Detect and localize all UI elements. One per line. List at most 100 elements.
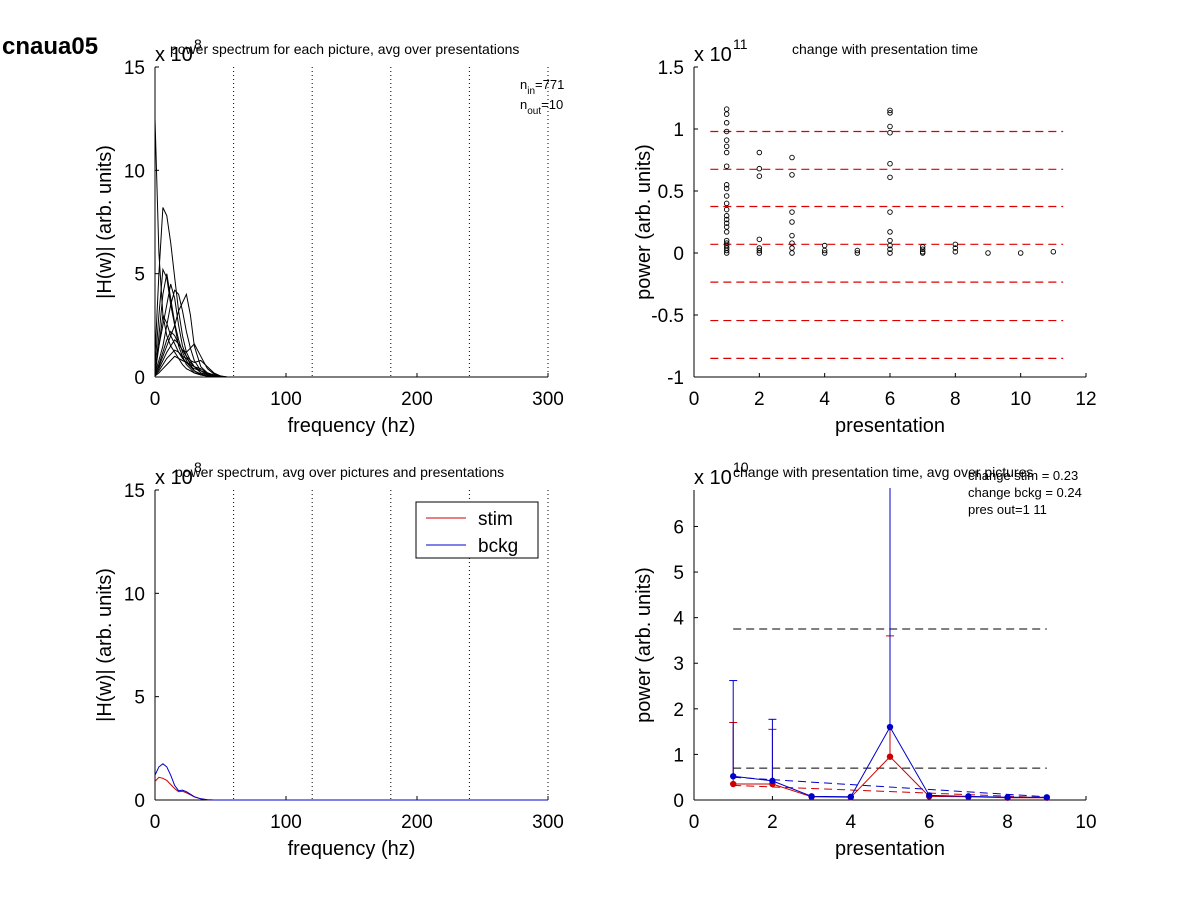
panel-p2: 0 2 4 6 8 10 12 -1 -0.5 0 0.5 1 1.5 presentation power… (633, 36, 1097, 437)
x-tick-label: 0 (689, 812, 700, 833)
scatter-point (723, 213, 730, 219)
y-axis-label: power (arb. units) (633, 144, 655, 300)
bckg-marker (730, 773, 737, 780)
x-axis-label: presentation (835, 838, 945, 860)
n-out-value: =10 (541, 97, 563, 112)
x-tick-label: 2 (754, 389, 765, 410)
scatter-point (723, 163, 730, 169)
x-tick-label: 8 (950, 389, 961, 410)
spectrum-line (155, 330, 548, 378)
spectrum-line (155, 313, 548, 378)
bckg-marker (1004, 794, 1011, 801)
panel-p3: 0 100 200 300 0 5 10 15 frequency (hz) |H(w)| (ar… (94, 459, 564, 860)
n-in-value: =771 (535, 77, 564, 92)
y-multiplier-base: x 10 (155, 467, 193, 489)
scatter-point (723, 216, 730, 223)
scatter-point (887, 107, 893, 114)
y-tick-label: 10 (124, 584, 145, 605)
scatter-point (723, 185, 730, 192)
panel-title: change with presentation time, avg over … (733, 464, 1033, 480)
y-axis-label: |H(w)| (arb. units) (94, 568, 116, 722)
scatter-point (952, 249, 959, 255)
scatter-point (887, 160, 893, 167)
spectrum-line (155, 273, 548, 378)
scatter-point (723, 149, 730, 156)
spectrum-line (155, 338, 548, 378)
scatter-point (723, 229, 730, 235)
scatter-point (789, 209, 795, 215)
scatter-point (887, 123, 893, 130)
scatter-point (723, 111, 730, 117)
plot-area (710, 106, 1064, 359)
scatter-point (756, 149, 763, 156)
y-tick-label: 4 (673, 609, 684, 630)
legend-label-bckg: bckg (478, 536, 518, 557)
y-tick-label: 5 (673, 563, 684, 584)
y-tick-label: -0.5 (651, 306, 684, 327)
y-axis-label: power (arb. units) (633, 567, 655, 723)
scatter-point (887, 209, 893, 215)
scatter-point (723, 247, 730, 254)
bckg-line (155, 763, 548, 801)
scatter-point (789, 245, 795, 251)
plot-area (729, 488, 1051, 801)
stim-marker (730, 780, 737, 788)
scatter-point (723, 120, 730, 126)
x-axis-label: frequency (hz) (288, 415, 416, 437)
x-axis-label: presentation (835, 415, 945, 437)
bckg-marker (926, 792, 933, 799)
bckg-marker (1043, 794, 1051, 801)
x-tick-label: 300 (532, 389, 564, 410)
scatter-point (887, 174, 893, 181)
spectrum-line (155, 118, 548, 378)
scatter-point (723, 250, 730, 256)
x-tick-label: 10 (1010, 389, 1031, 410)
y-multiplier-base: x 10 (694, 44, 732, 66)
n-in-annotation: nin=771 (520, 77, 564, 97)
y-tick-label: 0 (134, 791, 145, 812)
x-axis-label: frequency (hz) (288, 838, 416, 860)
y-tick-label: 5 (134, 265, 145, 286)
scatter-point (756, 165, 763, 172)
bckg-marker (886, 723, 894, 731)
y-tick-label: 1 (673, 120, 684, 141)
scatter-point (789, 154, 795, 161)
x-tick-label: 10 (1075, 812, 1096, 833)
scatter-point (985, 250, 991, 256)
spectrum-line (155, 292, 548, 378)
spectrum-line (155, 355, 548, 378)
y-tick-label: 1 (673, 745, 684, 766)
scatter-point (756, 247, 763, 254)
x-tick-label: 100 (270, 389, 302, 410)
y-tick-label: 6 (673, 517, 684, 538)
x-tick-label: 6 (885, 389, 896, 410)
scatter-point (756, 236, 763, 243)
stats-annotation: change stim = 0.23 (968, 468, 1078, 483)
x-tick-label: 4 (819, 389, 830, 410)
bckg-marker (965, 793, 972, 800)
scatter-point (854, 250, 861, 256)
scatter-point (723, 193, 730, 199)
y-tick-label: 3 (673, 654, 684, 675)
scatter-point (887, 129, 893, 136)
stim-marker (886, 753, 894, 760)
scatter-point (887, 110, 893, 116)
scatter-point (887, 242, 893, 249)
scatter-point (887, 250, 893, 256)
y-multiplier-exponent: 11 (733, 36, 748, 52)
scatter-point (723, 137, 730, 143)
y-tick-label: 5 (134, 688, 145, 709)
x-tick-label: 300 (532, 812, 564, 833)
scatter-point (821, 247, 828, 254)
scatter-point (723, 106, 730, 112)
x-tick-label: 12 (1075, 389, 1096, 410)
y-tick-label: 2 (673, 700, 684, 721)
figure-title: cnaua05 (2, 33, 98, 60)
stim-fit-line (733, 784, 1047, 799)
y-multiplier-exponent: 8 (194, 36, 202, 52)
scatter-point (723, 220, 730, 226)
spectrum-line (155, 207, 548, 378)
scatter-point (821, 250, 828, 256)
scatter-point (789, 172, 795, 178)
scatter-point (887, 229, 893, 235)
